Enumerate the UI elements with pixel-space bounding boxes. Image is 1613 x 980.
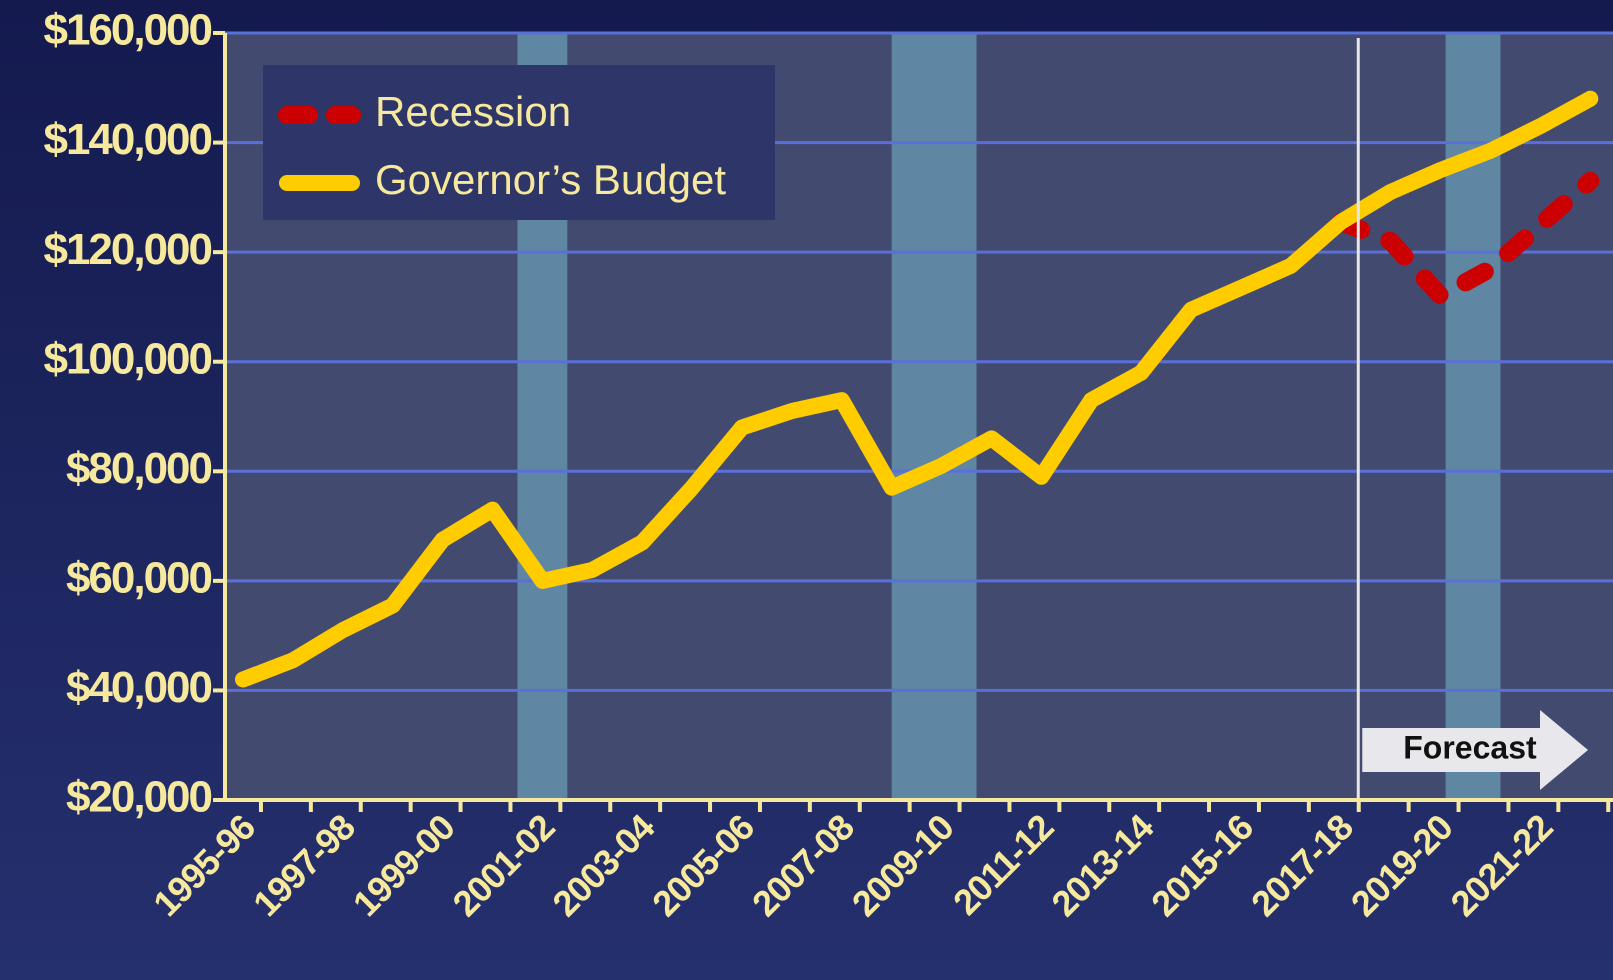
legend-box bbox=[263, 65, 775, 220]
y-tick-label: $20,000 bbox=[66, 773, 212, 822]
legend-label: Recession bbox=[375, 88, 571, 135]
legend-label: Governor’s Budget bbox=[375, 156, 726, 203]
series-line bbox=[235, 90, 1599, 688]
legend: Recession Governor’s Budget bbox=[263, 65, 775, 220]
y-tick-label: $120,000 bbox=[43, 225, 211, 274]
y-tick-label: $140,000 bbox=[43, 115, 211, 164]
recession-band bbox=[891, 33, 977, 800]
y-tick-label: $100,000 bbox=[43, 334, 211, 383]
forecast-arrow bbox=[1362, 710, 1588, 790]
y-tick-label: $160,000 bbox=[43, 6, 211, 55]
series-line bbox=[1331, 171, 1600, 305]
y-tick-label: $60,000 bbox=[66, 553, 212, 602]
y-tick-label: $80,000 bbox=[66, 444, 212, 493]
forecast-label: Forecast bbox=[1403, 729, 1537, 765]
y-tick-label: $40,000 bbox=[66, 663, 212, 712]
